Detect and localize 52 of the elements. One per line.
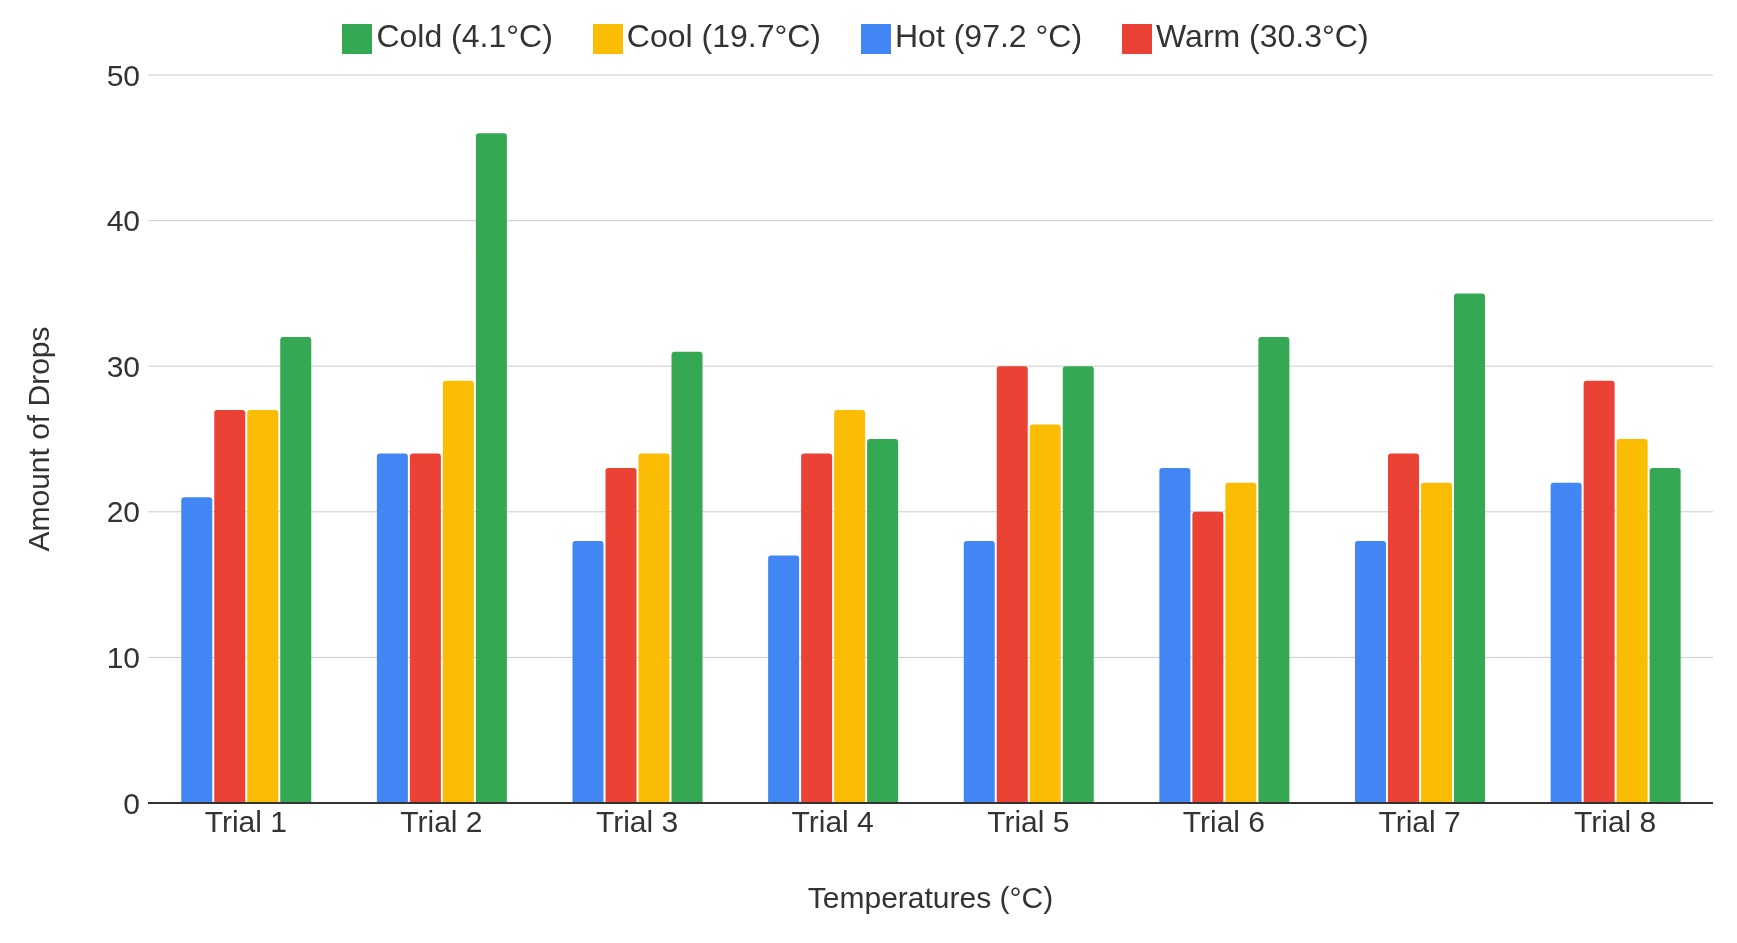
bar [280,337,312,803]
bar [867,439,899,803]
bar [572,540,604,803]
bar [1192,511,1224,803]
legend-label: Cold (4.1°C) [376,18,553,54]
y-axis-title: Amount of Drops [21,326,55,552]
bar [605,468,637,803]
bar [1421,482,1453,803]
bar [409,453,441,803]
bar [1454,293,1486,803]
bar [996,366,1028,803]
bar [442,380,474,803]
bar [1649,468,1681,803]
bar [1225,482,1257,803]
bar [247,409,279,803]
y-tick-label: 10 [106,641,140,675]
x-tick-label: Trial 3 [595,805,679,839]
bar [801,453,833,803]
x-tick-label: Trial 6 [1182,805,1266,839]
bar [638,453,670,803]
bar [1062,366,1094,803]
x-tick-label: Trial 2 [400,805,483,839]
legend-label: Warm (30.3°C) [1156,18,1369,54]
bar [376,453,408,803]
bar [1616,439,1648,803]
bar [1355,540,1387,803]
x-axis-title: Temperatures (°C) [807,881,1054,914]
bar [1583,380,1615,803]
y-tick-label: 50 [106,58,140,92]
bar [671,351,703,803]
bar [1388,453,1420,803]
bar [214,409,246,803]
bar [1159,468,1191,803]
x-tick-label: Trial 8 [1574,805,1657,839]
bar [834,409,866,803]
x-tick-label: Trial 7 [1378,805,1461,839]
bar [768,555,800,803]
bar [181,497,213,803]
bar [963,540,995,803]
legend-label: Hot (97.2 °C) [895,18,1083,54]
y-tick-label: 40 [106,204,140,238]
bar [475,133,507,803]
y-tick-label: 30 [106,349,140,383]
bar [1550,482,1582,803]
x-tick-label: Trial 4 [791,805,874,839]
x-tick-label: Trial 1 [204,805,287,839]
y-tick-label: 20 [106,495,140,529]
x-tick-label: Trial 5 [987,805,1070,839]
y-tick-label: 0 [123,786,140,820]
bar [1029,424,1061,803]
legend-label: Cool (19.7°C) [626,18,821,54]
bar [1258,337,1290,803]
